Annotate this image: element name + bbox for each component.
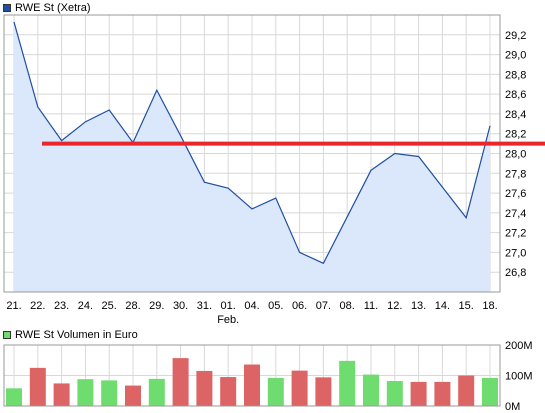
price-y-tick-label: 27,6 [505, 188, 526, 200]
price-y-tick-label: 28,2 [505, 129, 526, 141]
volume-bar [172, 358, 189, 406]
volume-bar [244, 364, 260, 406]
price-y-tick-label: 28,8 [505, 69, 526, 81]
price-x-tick-label: 01. [221, 300, 236, 312]
volume-bar [101, 380, 118, 406]
price-x-tick-label: 13. [411, 300, 426, 312]
volume-y-tick-label: 0M [505, 401, 520, 413]
price-x-tick-label: 05. [268, 300, 283, 312]
volume-bar [291, 370, 308, 406]
volume-bar [29, 367, 46, 406]
volume-bar [148, 378, 165, 406]
price-y-tick-label: 29,2 [505, 30, 526, 42]
price-x-tick-label: 18. [482, 300, 497, 312]
price-legend: RWE St (Xetra) [3, 1, 91, 15]
volume-chart: 0M 100M 200M [3, 340, 533, 413]
price-x-tick-label: 23. [54, 300, 69, 312]
price-x-tick-label: 31. [197, 300, 212, 312]
price-y-tick-label: 27,0 [505, 247, 526, 259]
volume-bar [6, 388, 22, 406]
price-y-tick-label: 27,8 [505, 168, 526, 180]
price-area-fill [14, 21, 490, 293]
price-x-tick-label: 12. [387, 300, 402, 312]
price-x-tick-label: 15. [459, 300, 474, 312]
volume-plot-frame [3, 344, 501, 407]
price-x-tick-label: 06. [292, 300, 307, 312]
price-y-tick-label: 28,6 [505, 89, 526, 101]
price-x-tick-label: 04. [244, 300, 259, 312]
price-x-tick-label: 29. [149, 300, 164, 312]
price-x-tick-label: 24. [78, 300, 93, 312]
price-y-tick-label: 27,2 [505, 228, 526, 240]
price-x-tick-label: 22. [30, 300, 45, 312]
price-x-tick-label: 25. [102, 300, 117, 312]
volume-bar [434, 381, 451, 406]
volume-bar [77, 379, 94, 406]
volume-bar [53, 383, 70, 406]
volume-legend-label: RWE St Volumen in Euro [15, 329, 138, 341]
price-x-tick-label: 08. [340, 300, 355, 312]
price-x-tick-label: 07. [316, 300, 331, 312]
price-x-tick-label: 28. [125, 300, 140, 312]
volume-bar [315, 377, 332, 406]
price-plot-frame [3, 14, 501, 293]
price-chart: 26,8 27,0 27,2 27,4 27,6 27,8 28,0 28,2 28,4 28,6… [3, 14, 545, 326]
price-series-line [13, 21, 491, 265]
volume-bar [386, 380, 403, 406]
volume-bar [125, 385, 141, 406]
volume-bar [267, 377, 284, 406]
price-legend-label: RWE St (Xetra) [15, 2, 91, 14]
price-x-tick-label: 30. [173, 300, 188, 312]
volume-bar [363, 374, 379, 406]
price-x-tick-label: 21. [6, 300, 21, 312]
price-legend-swatch [3, 4, 11, 12]
month-label: Feb. [217, 314, 239, 326]
volume-y-tick-label: 100M [505, 371, 533, 383]
price-y-tick-label: 27,4 [505, 208, 526, 220]
volume-bar [220, 377, 237, 406]
price-y-tick-label: 29,0 [505, 50, 526, 62]
price-x-tick-label: 11. [364, 300, 378, 312]
price-x-tick-label: 14. [435, 300, 450, 312]
price-y-tick-label: 28,0 [505, 149, 526, 161]
volume-bar [482, 377, 498, 406]
volume-legend: RWE St Volumen in Euro [3, 328, 138, 342]
volume-y-tick-label: 200M [505, 340, 533, 352]
volume-legend-swatch [3, 331, 11, 339]
price-y-tick-label: 26,8 [505, 267, 526, 279]
price-y-tick-label: 28,4 [505, 109, 526, 121]
volume-bar [196, 370, 213, 406]
volume-bar [458, 375, 475, 406]
volume-bar [410, 381, 427, 406]
volume-bar [339, 360, 356, 406]
